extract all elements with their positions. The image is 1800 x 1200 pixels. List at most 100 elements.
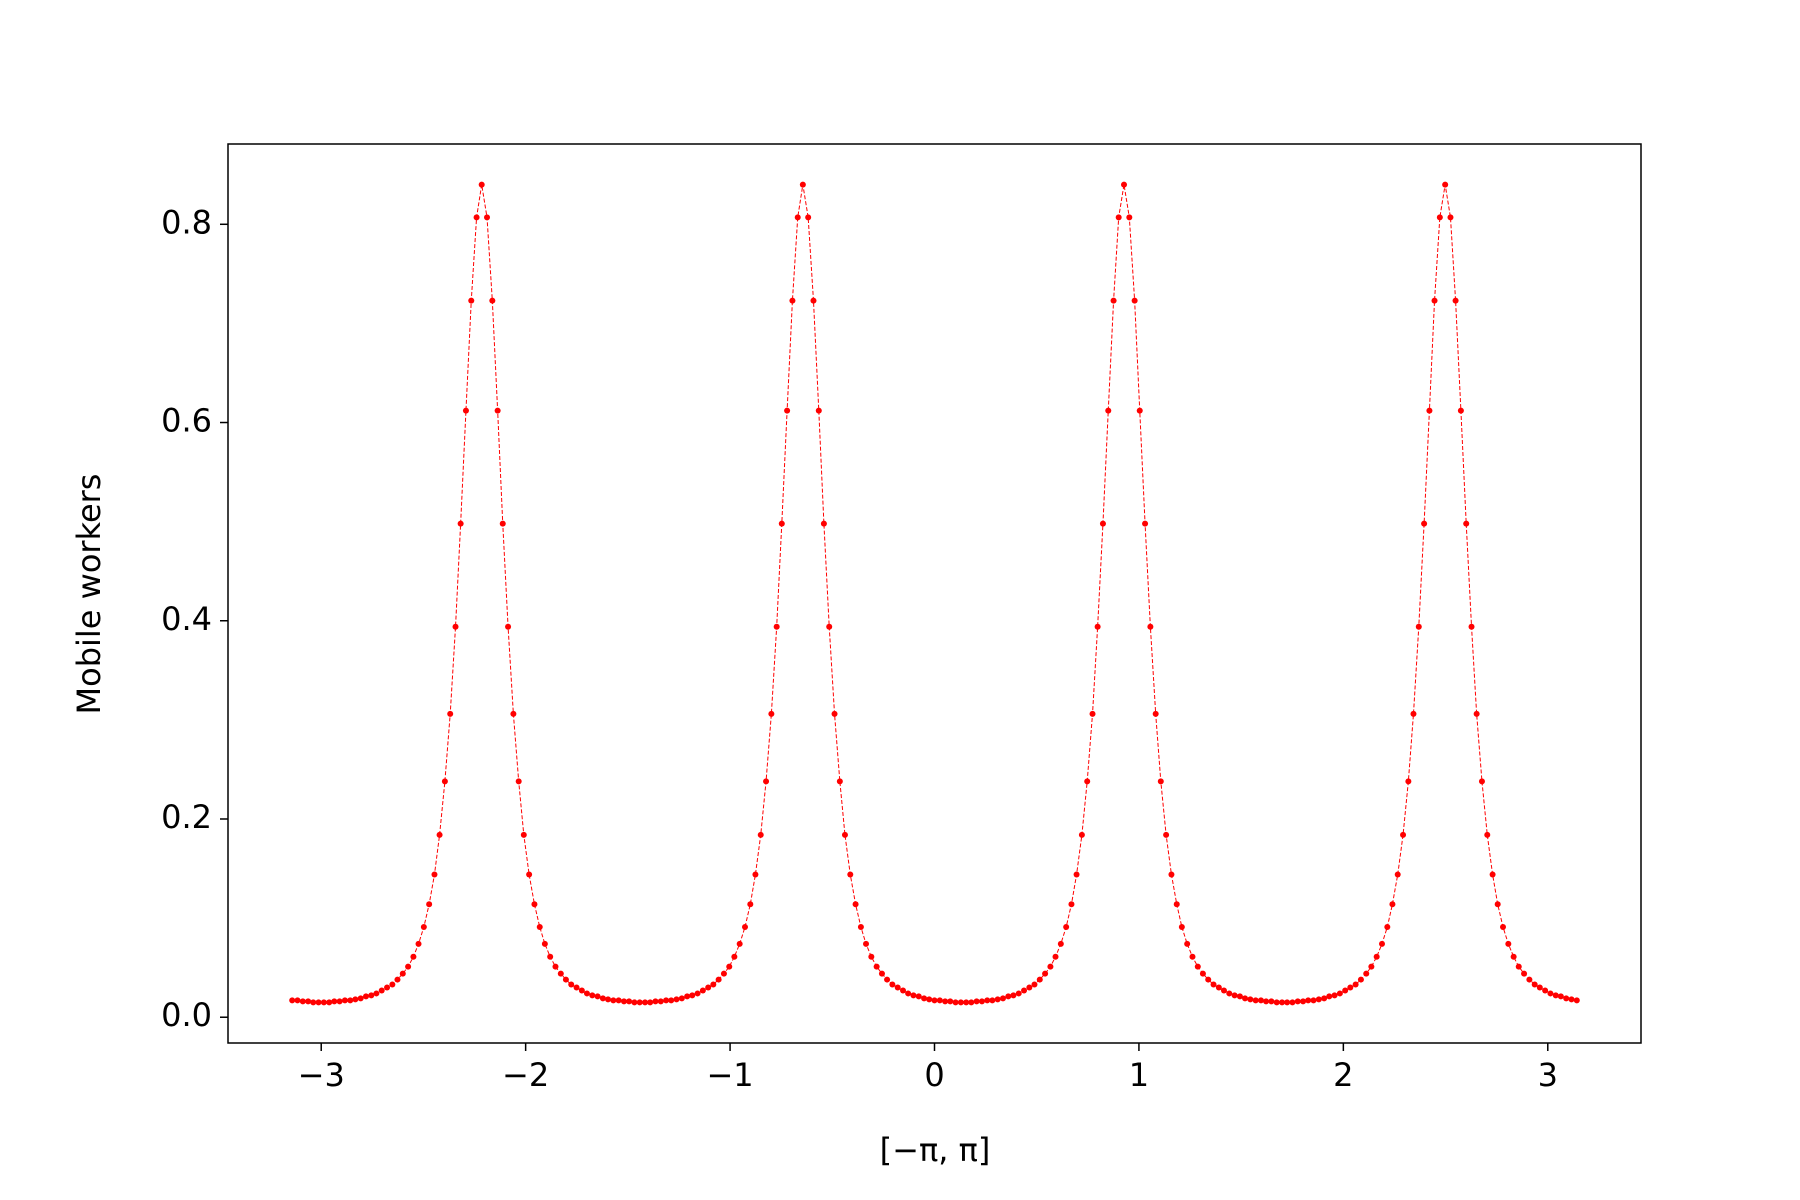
data-point xyxy=(1152,710,1159,717)
data-point xyxy=(1273,999,1280,1006)
data-point xyxy=(942,998,949,1005)
data-point xyxy=(1136,407,1143,414)
data-point xyxy=(952,999,959,1006)
data-point xyxy=(531,901,538,908)
data-point xyxy=(1184,940,1191,947)
data-point xyxy=(399,970,406,977)
data-point xyxy=(773,623,780,630)
data-point xyxy=(1279,999,1286,1006)
data-point xyxy=(1094,623,1101,630)
data-point xyxy=(526,871,533,878)
data-point xyxy=(1384,924,1391,931)
data-point xyxy=(1315,996,1322,1003)
data-point xyxy=(489,297,496,304)
data-point xyxy=(1115,214,1122,221)
x-axis-label: [−π, π] xyxy=(880,1131,991,1169)
data-point xyxy=(1042,970,1049,977)
data-point xyxy=(894,984,901,991)
data-point xyxy=(626,998,633,1005)
data-point xyxy=(1226,990,1233,997)
data-point xyxy=(720,970,727,977)
data-point xyxy=(741,924,748,931)
data-point xyxy=(305,998,312,1005)
data-point xyxy=(1073,871,1080,878)
data-point xyxy=(1484,831,1491,838)
data-point xyxy=(541,940,548,947)
data-point xyxy=(620,998,627,1005)
y-tick-label: 0.8 xyxy=(161,203,212,241)
data-point xyxy=(694,990,701,997)
data-point xyxy=(505,623,512,630)
data-point xyxy=(1005,993,1012,1000)
data-point xyxy=(668,997,675,1004)
data-point xyxy=(1199,970,1206,977)
data-point xyxy=(978,998,985,1005)
data-point xyxy=(589,992,596,999)
data-point xyxy=(599,995,606,1002)
data-point xyxy=(289,997,296,1004)
data-point xyxy=(1026,984,1033,991)
data-point xyxy=(889,981,896,988)
data-point xyxy=(1015,990,1022,997)
data-point xyxy=(499,520,506,527)
data-point xyxy=(1126,214,1133,221)
data-point xyxy=(1415,623,1422,630)
data-point xyxy=(557,970,564,977)
data-point xyxy=(473,214,480,221)
data-point xyxy=(631,999,638,1006)
data-point xyxy=(1036,976,1043,983)
data-point xyxy=(868,953,875,960)
data-point xyxy=(1236,993,1243,1000)
data-point xyxy=(1078,831,1085,838)
data-point xyxy=(452,623,459,630)
data-point xyxy=(357,995,364,1002)
data-point xyxy=(373,990,380,997)
data-point xyxy=(410,953,417,960)
data-point xyxy=(294,997,301,1004)
data-point xyxy=(1436,214,1443,221)
data-point xyxy=(1389,901,1396,908)
data-point xyxy=(936,997,943,1004)
data-point xyxy=(552,963,559,970)
data-point xyxy=(884,976,891,983)
data-point xyxy=(1378,940,1385,947)
data-point xyxy=(1457,407,1464,414)
data-point xyxy=(684,993,691,1000)
data-point xyxy=(900,987,907,994)
data-point xyxy=(583,990,590,997)
data-point xyxy=(547,953,554,960)
data-point xyxy=(726,963,733,970)
data-point xyxy=(352,996,359,1003)
data-point xyxy=(462,407,469,414)
data-point xyxy=(1568,996,1575,1003)
data-point xyxy=(789,297,796,304)
data-point xyxy=(1247,996,1254,1003)
plot-frame xyxy=(227,143,1642,1044)
data-point xyxy=(905,990,912,997)
data-point xyxy=(1099,520,1106,527)
data-point xyxy=(1163,831,1170,838)
data-point xyxy=(805,214,812,221)
data-point xyxy=(989,997,996,1004)
data-point xyxy=(1294,998,1301,1005)
data-point xyxy=(947,998,954,1005)
data-point xyxy=(1373,953,1380,960)
data-point xyxy=(1300,998,1307,1005)
data-point xyxy=(1410,710,1417,717)
data-point xyxy=(1552,992,1559,999)
data-point xyxy=(1421,520,1428,527)
data-point xyxy=(799,181,806,188)
data-point xyxy=(705,984,712,991)
data-point xyxy=(1331,992,1338,999)
data-point xyxy=(1357,976,1364,983)
data-point xyxy=(484,214,491,221)
data-point xyxy=(1121,181,1128,188)
data-point xyxy=(336,998,343,1005)
data-point xyxy=(1173,901,1180,908)
data-point xyxy=(415,940,422,947)
data-point xyxy=(1478,778,1485,785)
data-point xyxy=(1405,778,1412,785)
data-point xyxy=(478,181,485,188)
data-point xyxy=(1431,297,1438,304)
data-point xyxy=(1500,924,1507,931)
